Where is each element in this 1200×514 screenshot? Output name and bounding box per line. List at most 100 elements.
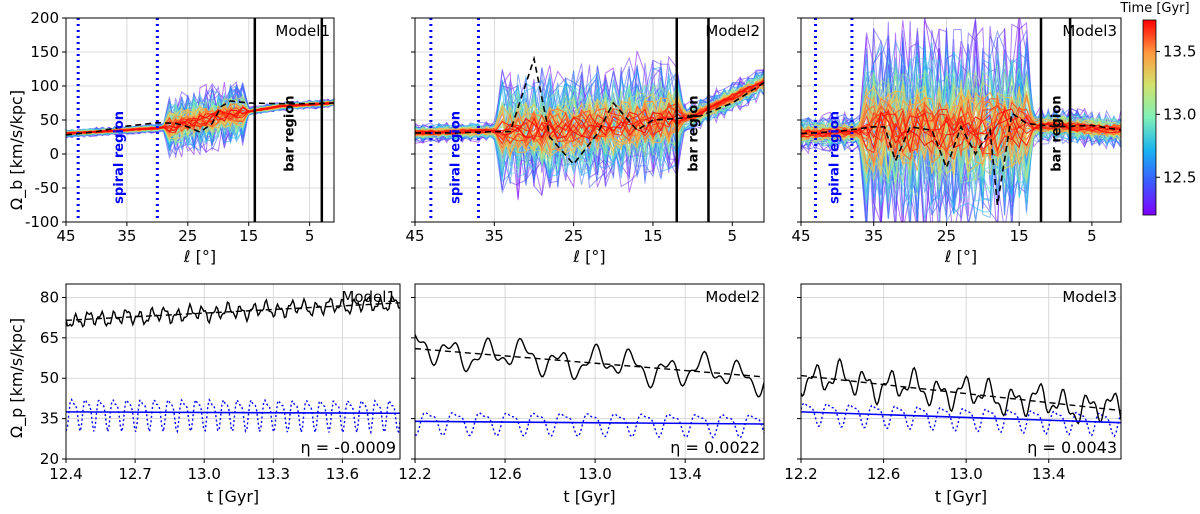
x-axis-label: ℓ [°]: [944, 247, 977, 266]
x-axis-label: ℓ [°]: [183, 247, 216, 266]
ensemble-curve: [66, 102, 334, 135]
top-panel-1: spiral region bar region Model1 45 35 25 15 5 ℓ …: [25, 9, 335, 266]
y-tick-label: 50: [40, 369, 59, 387]
panel-title: Model2: [705, 288, 760, 306]
median-curve: [66, 100, 334, 136]
x-tick-label: 12.6: [867, 465, 900, 483]
panels: spiral region bar region Model1 45 35 25 15 5 ℓ …: [25, 9, 1122, 506]
bar-region-label: bar region: [1050, 95, 1065, 171]
curves: [801, 357, 1121, 438]
black-fit-line: [415, 347, 764, 378]
y-tick-label: 20: [40, 450, 59, 468]
bottom-ylabel: Ω_p [km/s/kpc]: [7, 318, 27, 438]
eta-annotation: η = 0.0022: [670, 438, 760, 457]
y-tick-label: 200: [30, 9, 59, 27]
ensemble-curves: [801, 18, 1121, 222]
x-tick-label: 45: [56, 227, 75, 245]
x-tick-label: 5: [305, 227, 315, 245]
panel-title: Model1: [341, 288, 396, 306]
y-tick-label: 35: [40, 410, 59, 428]
top-panel-3: spiral region bar region Model3 45 35 25 15 5 ℓ …: [791, 17, 1122, 266]
bottom-panel-2: Model2 η = 0.0022 12.2 12.6 13.0 13.4 t [Gyr]: [398, 283, 765, 506]
x-tick-label: 12.2: [784, 465, 817, 483]
bar-region-label: bar region: [282, 95, 297, 171]
x-tick-label: 25: [564, 227, 583, 245]
x-tick-label: 45: [405, 227, 424, 245]
x-axis-label: ℓ [°]: [572, 247, 605, 266]
x-tick-label: 35: [864, 227, 883, 245]
panel-title: Model1: [275, 22, 330, 40]
y-tick-label: 50: [40, 111, 59, 129]
bottom-panel-3: Model3 η = 0.0043 12.2 12.6 13.0 13.4 t [Gyr]: [784, 283, 1122, 506]
y-tick-label: 65: [40, 329, 59, 347]
blue-dotted-curve: [415, 411, 764, 439]
blue-fit-line: [66, 411, 400, 415]
black-fit-line: [801, 374, 1121, 412]
y-tick-label: 100: [30, 77, 59, 95]
panel-frame: [65, 283, 401, 460]
top-ylabel: Ω_b [km/s/kpc]: [7, 90, 27, 210]
blue-dotted-curve: [801, 402, 1121, 438]
x-tick-label: 13.3: [257, 465, 290, 483]
colorbar-gradient: [1142, 19, 1157, 216]
y-tick-label: -100: [25, 213, 59, 231]
x-tick-label: 13.6: [326, 465, 359, 483]
x-tick-label: 45: [791, 227, 810, 245]
x-tick-label: 35: [117, 227, 136, 245]
curves: [66, 293, 400, 435]
eta-annotation: η = 0.0043: [1027, 438, 1117, 457]
colorbar-tick-label: 13.0: [1163, 105, 1196, 123]
spiral-region-label: spiral region: [112, 111, 127, 204]
x-tick-label: 13.4: [1032, 465, 1065, 483]
x-tick-label: 12.7: [118, 465, 151, 483]
panel-frame: [800, 283, 1122, 460]
black-solid-curve: [415, 334, 764, 398]
x-tick-label: 15: [239, 227, 258, 245]
panel-title: Model3: [1062, 288, 1117, 306]
colorbar-tick-label: 12.5: [1163, 168, 1196, 186]
black-fit-line: [66, 302, 400, 322]
y-tick-label: 0: [49, 145, 59, 163]
x-tick-label: 35: [485, 227, 504, 245]
panel-title: Model2: [705, 22, 760, 40]
x-tick-label: 12.6: [488, 465, 521, 483]
black-solid-curve: [66, 293, 400, 328]
ensemble-curve: [801, 105, 1121, 153]
x-tick-label: 15: [643, 227, 662, 245]
ensemble-curve: [66, 102, 334, 134]
colorbar-ticks: 12.5 13.0 13.5: [1156, 42, 1196, 186]
curves: [415, 334, 764, 439]
x-tick-label: 13.4: [668, 465, 701, 483]
median-curve: [801, 111, 1121, 206]
median-curve: [415, 55, 764, 166]
x-axis-label: t [Gyr]: [207, 487, 259, 506]
x-tick-label: 15: [1010, 227, 1029, 245]
x-tick-label: 5: [727, 227, 737, 245]
x-axis-label: t [Gyr]: [563, 487, 615, 506]
x-tick-label: 12.4: [49, 465, 82, 483]
colorbar: Time [Gyr] 12.5 13.0 13.5: [1119, 1, 1196, 216]
blue-fit-line: [801, 411, 1121, 424]
y-tick-label: 80: [40, 288, 59, 306]
blue-fit-line: [415, 420, 764, 425]
x-tick-label: 25: [178, 227, 197, 245]
top-panel-2: spiral region bar region Model2 45 35 25 15 5 ℓ …: [405, 17, 765, 266]
y-tick-label: -50: [35, 179, 60, 197]
bottom-panel-1: Model1 η = -0.0009 12.4 12.7 13.0 13.3 13.6 t […: [40, 283, 401, 506]
x-tick-label: 25: [937, 227, 956, 245]
x-axis-label: t [Gyr]: [935, 487, 987, 506]
x-tick-label: 12.2: [398, 465, 431, 483]
colorbar-tick-label: 13.5: [1163, 42, 1196, 60]
bar-region-label: bar region: [687, 95, 702, 171]
spiral-region-label: spiral region: [449, 111, 464, 204]
x-tick-label: 13.0: [949, 465, 982, 483]
panel-frame: [414, 283, 765, 460]
ensemble-curve: [415, 83, 764, 140]
ensemble-curves: [415, 50, 764, 201]
x-tick-label: 13.0: [578, 465, 611, 483]
blue-dotted-curve: [66, 398, 400, 435]
y-tick-label: 150: [30, 43, 59, 61]
spiral-region-label: spiral region: [828, 111, 843, 204]
panel-title: Model3: [1062, 22, 1117, 40]
